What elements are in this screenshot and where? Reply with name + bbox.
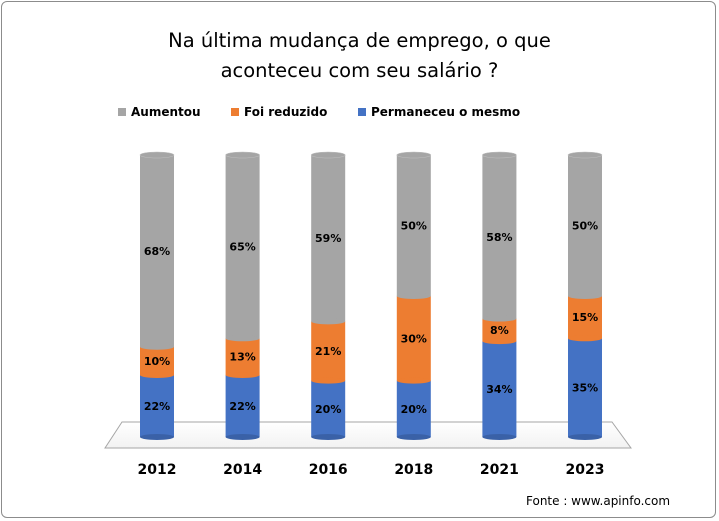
bar-2012-permaneceu-o-mesmo [140, 374, 174, 437]
bar-2018-foi-reduzido-base [396, 377, 431, 384]
bar-2021-foi-reduzido [482, 318, 517, 342]
bar-2023-foi-reduzido [568, 296, 602, 339]
chart-floor [104, 421, 632, 449]
bar-2018-foi-reduzido [396, 296, 431, 381]
data-label-2023-aumentou: 50% [572, 220, 598, 233]
bar-2016-aumentou-base [311, 318, 346, 325]
chart-title-line-1: Na última mudança de emprego, o que [168, 29, 551, 52]
bar-2016-foi-reduzido [311, 321, 346, 381]
bar-stack-2012: 22% 10% 68% [139, 151, 175, 440]
bar-2021-permaneceu-o-mesmo [482, 341, 517, 437]
data-label-2016-foi-reduzido: 21% [315, 345, 341, 358]
data-label-2016-aumentou: 59% [315, 232, 341, 245]
bar-2021-aumentou [482, 155, 517, 319]
bar-2023-permaneceu-o-mesmo [568, 338, 602, 437]
legend-label-permaneceu: Permaneceu o mesmo [371, 105, 521, 119]
bar-2012-aumentou-top [139, 151, 175, 159]
bar-2023-aumentou-top [567, 151, 603, 159]
data-label-2018-aumentou: 50% [401, 220, 427, 233]
bar-2023-aumentou-base [568, 293, 602, 299]
bar-stack-2016: 20% 21% 59% [310, 151, 346, 440]
bar-2012-foi-reduzido-base [140, 371, 174, 378]
legend-label-aumentou: Aumentou [131, 105, 201, 119]
bar-2021-permaneceu-o-mesmo-base [482, 434, 517, 440]
data-label-2018-foi-reduzido: 30% [401, 332, 427, 345]
bar-2021-foi-reduzido-base [482, 338, 517, 345]
bar-2014-aumentou-base [225, 335, 260, 342]
bar-2014-permaneceu-o-mesmo [225, 374, 260, 437]
data-label-2023-permaneceu-o-mesmo: 35% [572, 382, 598, 395]
bar-2012-aumentou-base [140, 343, 174, 350]
bar-2018-aumentou-top [396, 151, 432, 159]
bar-stack-2014: 22% 13% 65% [225, 151, 260, 440]
bar-2021-aumentou-top [482, 151, 517, 159]
legend-label-foi-reduzido: Foi reduzido [244, 105, 328, 119]
bar-2016-permaneceu-o-mesmo [311, 380, 346, 437]
data-label-2021-permaneceu-o-mesmo: 34% [486, 383, 512, 396]
bar-stack-2018: 20% 30% 50% [396, 151, 432, 440]
data-label-2012-aumentou: 68% [144, 245, 170, 258]
bar-2016-foi-reduzido-base [311, 377, 346, 384]
bar-2012-permaneceu-o-mesmo-base [140, 434, 174, 440]
data-label-2012-foi-reduzido: 10% [144, 355, 170, 368]
bar-2014-foi-reduzido-base [225, 371, 260, 378]
legend-swatch-foi-reduzido [231, 108, 239, 116]
data-label-2023-foi-reduzido: 15% [572, 311, 598, 324]
bar-2018-permaneceu-o-mesmo-base [396, 434, 431, 440]
bar-2023-permaneceu-o-mesmo-base [568, 434, 602, 440]
bar-2014-aumentou-top [225, 151, 260, 159]
bar-2012-aumentou [140, 155, 174, 347]
x-tick-label-2023: 2023 [566, 462, 605, 478]
bar-2023-aumentou [568, 155, 602, 296]
bar-2014-foi-reduzido [225, 338, 260, 375]
data-label-2014-permaneceu-o-mesmo: 22% [229, 400, 255, 413]
data-label-2012-permaneceu-o-mesmo: 22% [144, 400, 170, 413]
x-axis-labels: 2012 2014 2016 2018 2021 2023 [138, 462, 605, 478]
bar-2012-foi-reduzido [140, 346, 174, 375]
bar-2021-aumentou-base [482, 315, 517, 322]
bar-stack-2021: 34% 8% 58% [482, 151, 517, 440]
x-tick-label-2014: 2014 [223, 462, 262, 478]
x-tick-label-2012: 2012 [138, 462, 177, 478]
bar-stack-2023: 35% 15% 50% [567, 151, 603, 440]
data-label-2018-permaneceu-o-mesmo: 20% [401, 403, 427, 416]
bar-2016-aumentou [311, 155, 346, 322]
bar-2018-permaneceu-o-mesmo [396, 380, 431, 437]
bar-2014-aumentou [225, 155, 260, 339]
x-tick-label-2021: 2021 [480, 462, 519, 478]
bar-2023-foi-reduzido-base [568, 335, 602, 342]
data-label-2014-foi-reduzido: 13% [229, 351, 255, 364]
data-label-2014-aumentou: 65% [229, 241, 255, 254]
bar-2016-permaneceu-o-mesmo-base [311, 434, 346, 440]
data-label-2021-aumentou: 58% [486, 231, 512, 244]
bar-2016-aumentou-top [310, 151, 346, 159]
data-label-2016-permaneceu-o-mesmo: 20% [315, 403, 341, 416]
chart-title-line-2: aconteceu com seu salário ? [220, 59, 499, 82]
x-tick-label-2016: 2016 [309, 462, 348, 478]
source-note: Fonte : www.apinfo.com [526, 494, 671, 508]
legend-swatch-permaneceu [358, 108, 366, 116]
bar-2018-aumentou [396, 155, 431, 296]
bar-2018-aumentou-base [396, 293, 431, 299]
chart-title: Na última mudança de emprego, o que acon… [0, 26, 719, 86]
legend-swatch-aumentou [118, 108, 126, 116]
x-tick-label-2018: 2018 [394, 462, 433, 478]
bars-group: 22% 10% 68% 22% 13% 65% 20% 21% 59% 20% 30% 50% 34% 8… [139, 151, 603, 440]
data-label-2021-foi-reduzido: 8% [490, 324, 509, 337]
bar-2014-permaneceu-o-mesmo-base [225, 434, 260, 440]
